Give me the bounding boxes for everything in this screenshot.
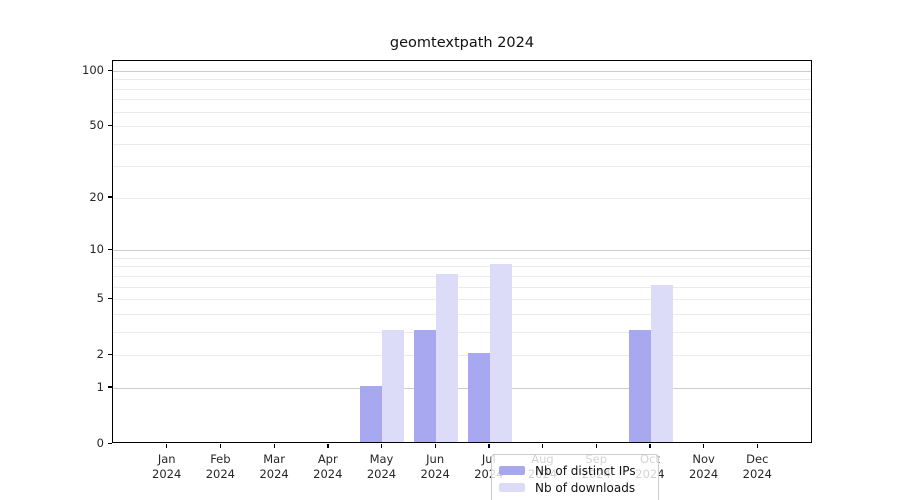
y-tick-mark (108, 386, 112, 388)
y-tick-mark (108, 248, 112, 250)
y-tick-mark (108, 297, 112, 299)
y-tick-mark (108, 353, 112, 355)
distinct-ips-swatch-icon (499, 466, 525, 475)
x-tick-year: 2024 (313, 466, 343, 481)
x-tick-label: Nov 2024 (674, 452, 734, 481)
y-tick-label: 0 (96, 436, 104, 450)
y-tick-label: 5 (96, 291, 104, 306)
x-tick-label: Apr 2024 (298, 452, 358, 481)
y-tick-mark (108, 124, 112, 127)
x-tick-mark (649, 443, 651, 448)
x-tick-mark (488, 443, 490, 448)
gridline-minor (113, 331, 811, 333)
gridline-minor (113, 299, 811, 301)
y-tick-label: 1 (96, 379, 104, 394)
x-tick-mark (595, 443, 598, 448)
legend: Nb of distinct IPs Nb of downloads (491, 454, 659, 500)
y-tick-mark (108, 69, 112, 71)
x-tick-year: 2024 (366, 466, 397, 481)
y-tick-mark (108, 196, 112, 198)
gridline-minor (113, 257, 811, 259)
x-tick-label: May 2024 (351, 452, 411, 481)
legend-label: Nb of downloads (535, 480, 636, 495)
gridline-major (113, 250, 811, 252)
gridline-minor (113, 88, 811, 90)
gridline-minor (113, 286, 811, 288)
gridline-major (113, 71, 811, 72)
x-tick-mark (703, 443, 705, 448)
x-tick-month: Jan (157, 452, 176, 466)
x-tick-year: 2024 (420, 466, 450, 481)
x-tick-mark (434, 443, 436, 448)
gridline-minor (113, 79, 811, 81)
gridline-minor (113, 143, 811, 145)
y-tick-mark (108, 442, 112, 444)
gridline-minor (113, 126, 811, 128)
x-tick-mark (380, 443, 383, 448)
x-tick-month: Nov (692, 452, 715, 466)
bar-jul-downloads (489, 264, 512, 442)
x-tick-mark (273, 443, 275, 448)
gridline-minor (113, 197, 811, 199)
x-tick-month: Jun (426, 452, 445, 466)
bar-oct-downloads (650, 284, 673, 442)
bar-may-distinct-ips (360, 385, 383, 442)
gridline-major (113, 387, 811, 389)
x-tick-mark (327, 443, 329, 448)
bar-jun-distinct-ips (414, 329, 437, 442)
gridline-minor (113, 355, 811, 357)
x-tick-label: Feb 2024 (190, 452, 250, 481)
x-tick-mark (166, 443, 168, 448)
x-tick-month: Dec (746, 452, 769, 466)
x-tick-month: Feb (210, 452, 231, 466)
bar-jun-downloads (436, 273, 459, 442)
x-tick-mark (219, 443, 222, 448)
x-tick-label: Mar 2024 (244, 452, 304, 481)
gridline-minor (113, 313, 811, 315)
x-tick-month: Apr (317, 452, 338, 466)
bar-may-downloads (382, 329, 405, 442)
y-tick-label: 100 (82, 63, 104, 77)
x-tick-mark (756, 443, 759, 448)
x-tick-month: Mar (263, 452, 285, 466)
x-tick-month: May (369, 452, 394, 466)
legend-item-downloads: Nb of downloads (499, 480, 650, 495)
x-tick-year: 2024 (152, 466, 182, 481)
bar-oct-distinct-ips (628, 329, 651, 442)
plot-area: Nb of distinct IPs Nb of downloads (112, 60, 812, 500)
y-tick-label: 50 (89, 118, 104, 133)
x-tick-label: Jan 2024 (137, 452, 197, 481)
x-tick-label: Dec 2024 (727, 452, 787, 481)
bar-jul-distinct-ips (467, 353, 490, 442)
gridline-minor (113, 111, 811, 113)
chart-title: geomtextpath 2024 (389, 35, 535, 51)
x-tick-label: Jun 2024 (405, 452, 465, 481)
y-tick-label: 20 (89, 189, 104, 204)
x-tick-year: 2024 (205, 466, 236, 481)
y-tick-label: 2 (96, 347, 104, 362)
x-tick-year: 2024 (742, 466, 772, 481)
x-tick-year: 2024 (259, 466, 289, 481)
gridline-minor (113, 275, 811, 277)
downloads-swatch-icon (499, 483, 525, 492)
x-tick-year: 2024 (688, 466, 719, 481)
gridline-minor (113, 266, 811, 268)
legend-item-distinct-ips: Nb of distinct IPs (499, 463, 650, 478)
legend-label: Nb of distinct IPs (535, 463, 636, 478)
gridline-minor (113, 99, 811, 101)
x-tick-mark (542, 443, 544, 448)
gridline-minor (113, 166, 811, 168)
y-tick-label: 10 (89, 242, 104, 257)
